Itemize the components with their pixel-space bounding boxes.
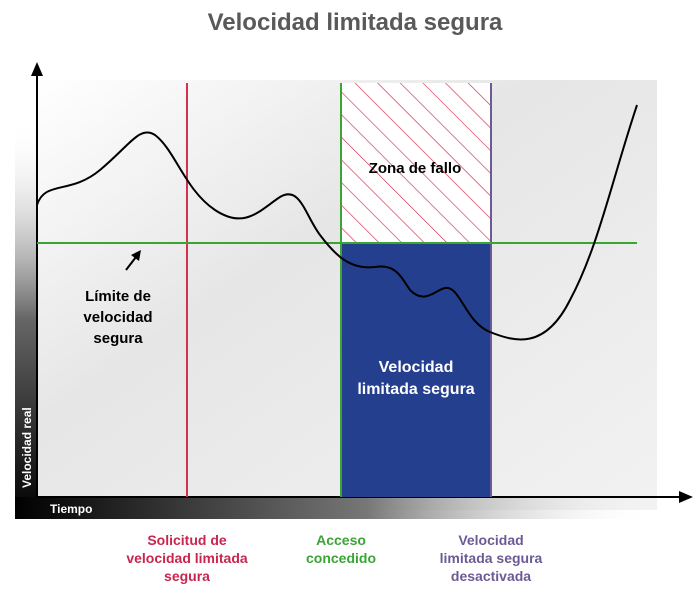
safe-zone — [341, 243, 491, 497]
fault-zone — [341, 83, 491, 243]
y-arrow — [31, 62, 43, 76]
fault-zone-label: Zona de fallo — [369, 160, 462, 177]
event-label: velocidad limitada — [126, 550, 248, 566]
y-axis-label: Velocidad real — [20, 407, 34, 488]
x-arrow — [679, 491, 693, 503]
x-axis-bar — [15, 497, 655, 519]
annotation-arrowhead — [131, 250, 141, 261]
event-label: Acceso — [316, 532, 366, 548]
limit-annotation: velocidad — [83, 309, 152, 326]
event-label: concedido — [306, 550, 376, 566]
safe-zone-label: limitada segura — [357, 381, 474, 398]
y-axis-bar — [15, 120, 37, 518]
event-label: desactivada — [451, 568, 531, 584]
annotation-arrow — [125, 256, 137, 271]
title: Velocidad limitada segura — [208, 9, 503, 36]
limit-annotation: segura — [93, 330, 143, 347]
x-axis-label: Tiempo — [50, 502, 92, 516]
event-label: Velocidad — [458, 532, 523, 548]
speed-curve — [36, 104, 638, 341]
safe-zone-label: Velocidad — [379, 359, 454, 376]
event-label: limitada segura — [440, 550, 543, 566]
limit-annotation: Límite de — [85, 288, 151, 305]
event-label: segura — [164, 568, 210, 584]
event-label: Solicitud de — [147, 532, 227, 548]
